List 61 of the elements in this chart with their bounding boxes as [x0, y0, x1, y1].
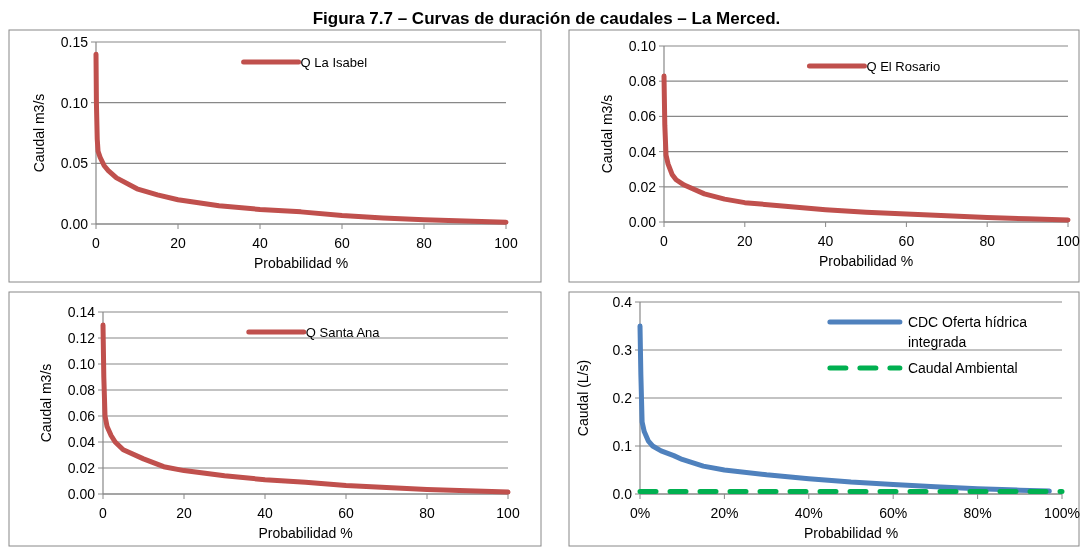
y-tick-label: 0.0: [612, 486, 633, 502]
x-tick-label: 100: [1056, 233, 1080, 249]
y-tick-label: 0.10: [67, 356, 96, 372]
y-tick-label: 0.14: [67, 304, 96, 320]
legend-label: Q Santa Ana: [305, 325, 381, 340]
y-tick-label: 0.3: [612, 342, 633, 358]
y-axis-title: Caudal (L/s): [575, 359, 591, 437]
y-tick-label: 0.02: [628, 178, 657, 195]
text: Figura 7.7 – Curvas de duración de caudales – La Merced.: [312, 9, 781, 28]
x-axis-title: Probabilidad %: [253, 255, 349, 271]
x-tick-label: 0: [660, 233, 669, 249]
x-tick-label: 80: [979, 233, 996, 249]
legend-label: CDC Oferta hídrica integrada: [907, 314, 1028, 350]
x-tick-label: 0: [92, 235, 101, 251]
x-tick-label: 80: [416, 235, 432, 251]
y-tick-label: 0.00: [628, 214, 657, 230]
y-tick-label: 0.05: [60, 155, 89, 172]
y-tick-label: 0.12: [67, 330, 96, 346]
x-tick-label: 60: [334, 235, 350, 251]
y-tick-label: 0.04: [67, 434, 96, 450]
x-tick-label: 100: [494, 235, 518, 251]
x-tick-label: 0: [99, 505, 108, 521]
y-tick-label: 0.06: [67, 408, 96, 424]
x-tick-label: 100%: [1044, 505, 1080, 521]
x-tick-label: 80%: [963, 505, 992, 521]
x-tick-label: 40: [257, 505, 273, 521]
x-tick-label: 40%: [794, 505, 823, 521]
y-tick-label: 0.04: [628, 143, 657, 160]
y-tick-label: 0.2: [612, 390, 633, 406]
legend-label: Caudal Ambiental: [907, 360, 1018, 376]
y-axis-title: Caudal m3/s: [38, 363, 54, 443]
y-tick-label: 0.10: [60, 94, 89, 111]
y-axis-title: Caudal m3/s: [31, 93, 47, 173]
x-tick-label: 20: [176, 505, 192, 521]
x-tick-label: 20%: [710, 505, 739, 521]
y-tick-label: 0.08: [628, 73, 657, 90]
x-tick-label: 80: [419, 505, 435, 521]
x-tick-label: 20: [737, 233, 753, 249]
y-tick-label: 0.10: [628, 38, 657, 54]
y-axis-title: Caudal m3/s: [599, 94, 615, 174]
x-tick-label: 40: [252, 235, 268, 251]
x-axis-title: Probabilidad %: [818, 253, 914, 269]
x-tick-label: 60%: [879, 505, 908, 521]
x-tick-label: 40: [817, 233, 834, 249]
y-tick-label: 0.08: [67, 382, 96, 398]
y-tick-label: 0.1: [612, 438, 633, 454]
x-axis-title: Probabilidad %: [258, 525, 353, 541]
legend-label: Q La Isabel: [300, 55, 368, 70]
x-tick-label: 60: [338, 505, 354, 521]
y-tick-label: 0.00: [67, 486, 96, 502]
legend-label: Q El Rosario: [866, 59, 941, 74]
x-tick-label: 0%: [629, 505, 651, 521]
y-tick-label: 0.00: [60, 216, 89, 232]
x-tick-label: 20: [170, 235, 186, 251]
y-tick-label: 0.4: [612, 294, 633, 310]
x-tick-label: 60: [898, 233, 915, 249]
y-tick-label: 0.02: [67, 460, 96, 476]
y-tick-label: 0.06: [628, 108, 657, 125]
x-tick-label: 100: [496, 505, 520, 521]
x-axis-title: Probabilidad %: [803, 525, 899, 541]
y-tick-label: 0.15: [60, 34, 89, 50]
